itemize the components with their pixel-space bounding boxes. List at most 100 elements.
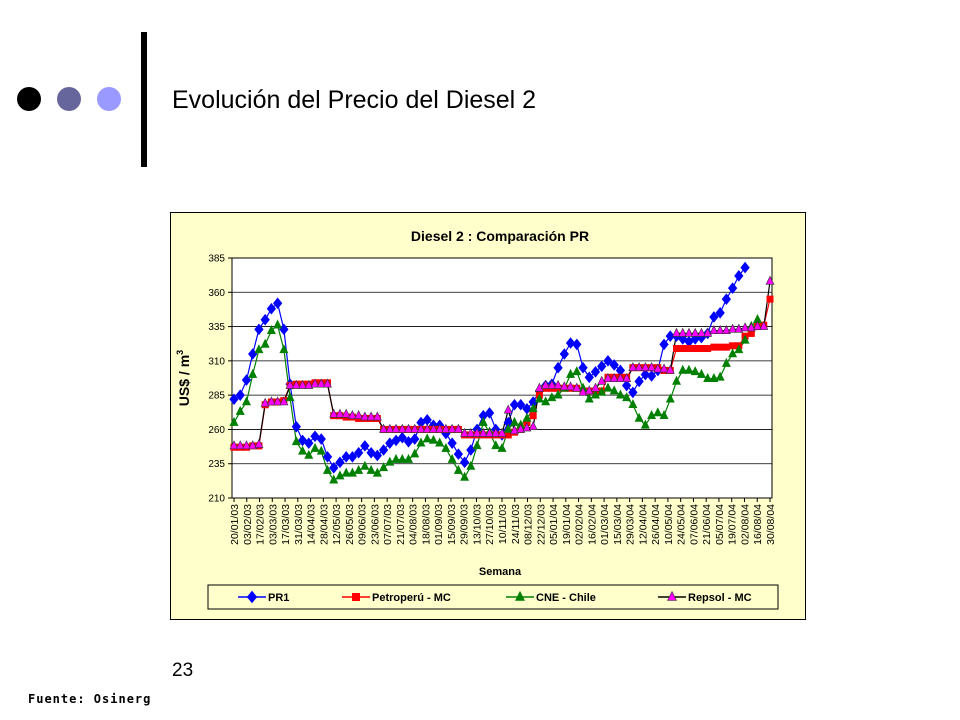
data-point-pr1 [410,433,420,445]
data-point-repsol-mc [591,382,600,392]
data-point-pr1 [603,355,613,367]
data-point-cne-chile [391,453,401,463]
data-point-repsol-mc [316,378,326,388]
data-point-cne-chile [703,373,713,382]
data-point-cne-chile [335,470,345,480]
y-tick-label: 335 [208,322,225,333]
data-point-repsol-mc [566,381,576,391]
data-point-cne-chile [379,462,389,472]
data-point-repsol-mc [678,327,688,337]
data-point-pr1 [578,361,588,374]
data-point-repsol-mc [273,396,283,406]
x-tick-label: 01/09/03 [433,504,445,545]
data-point-repsol-mc [372,411,382,421]
title-divider-bar [141,32,147,167]
x-tick-label: 24/05/04 [676,504,688,545]
data-point-repsol-mc [559,381,569,391]
x-tick-label: 04/08/03 [408,504,420,545]
decor-dot-black [17,87,41,111]
data-point-cne-chile [696,368,706,378]
x-tick-label: 10/05/04 [663,504,675,545]
data-point-cne-chile [366,464,376,474]
data-point-pr1 [553,361,563,374]
data-point-cne-chile [690,366,700,376]
data-point-cne-chile [235,405,245,415]
x-tick-label: 08/12/03 [523,504,535,545]
data-point-cne-chile [721,357,731,367]
data-point-cne-chile [566,368,576,378]
data-point-cne-chile [522,412,532,422]
data-point-repsol-mc [472,427,482,437]
data-point-repsol-mc [672,327,681,337]
data-point-pr1 [329,462,339,474]
x-tick-label: 17/02/03 [255,504,267,545]
data-point-repsol-mc [578,386,588,396]
data-point-repsol-mc [516,423,526,433]
data-point-cne-chile [341,467,351,477]
data-point-cne-chile [534,393,544,403]
data-point-pr1 [584,371,594,384]
data-point-pr1 [709,311,719,323]
data-point-cne-chile [615,389,625,399]
data-point-repsol-mc [291,379,301,389]
x-tick-label: 21/07/03 [395,504,407,545]
data-point-cne-chile [634,412,644,422]
source-note: Fuente: Osinerg [28,692,152,706]
data-point-repsol-mc [497,427,507,437]
data-point-repsol-mc [634,362,644,372]
data-point-cne-chile [553,389,563,399]
legend-label-cne-chile: CNE - Chile [536,592,596,604]
x-tick-label: 21/06/04 [701,504,713,545]
data-point-cne-chile [491,440,501,450]
data-point-pr1 [347,451,358,463]
data-point-repsol-mc [721,325,731,334]
data-point-pr1 [341,451,351,463]
data-point-cne-chile [273,319,283,329]
data-point-cne-chile [385,456,395,466]
data-point-pr1 [378,444,389,456]
data-point-petroper-mc [529,412,537,420]
data-point-repsol-mc [304,379,314,389]
x-tick-label: 09/06/03 [357,504,369,545]
x-tick-label: 28/04/03 [318,504,330,545]
data-point-pr1 [354,446,364,459]
data-point-cne-chile [503,423,513,433]
data-point-repsol-mc [347,410,357,420]
data-point-petroper-mc [673,345,681,353]
y-axis-label: US$ / m3 [175,350,192,406]
x-tick-label: 29/03/04 [625,504,637,545]
plot-area [231,257,773,499]
data-point-repsol-mc [640,362,650,372]
data-point-repsol-mc [435,423,445,433]
data-point-pr1 [235,389,245,401]
data-point-cne-chile [254,344,264,354]
data-point-repsol-mc [765,275,775,285]
data-point-repsol-mc [235,440,245,450]
data-point-pr1 [304,437,314,449]
data-point-petroper-mc [504,431,512,439]
data-point-pr1 [640,368,650,381]
data-point-cne-chile [709,373,719,382]
data-point-pr1 [484,407,495,419]
legend-label-pr1: PR1 [268,592,289,604]
data-point-pr1 [740,261,750,274]
data-point-repsol-mc [572,382,582,392]
data-point-cne-chile [622,392,632,402]
data-point-repsol-mc [447,423,457,433]
x-tick-label: 07/06/04 [688,504,700,545]
data-point-cne-chile [279,344,289,354]
data-point-pr1 [453,448,464,460]
y-tick-label: 260 [208,425,225,436]
x-tick-label: 12/05/03 [331,504,343,545]
y-axis-label-text: US$ / m [176,355,192,406]
data-point-repsol-mc [522,422,532,432]
data-point-pr1 [734,270,744,282]
data-point-repsol-mc [728,323,738,333]
data-point-cne-chile [260,338,270,348]
data-point-pr1 [659,338,669,351]
data-point-repsol-mc [528,421,538,430]
data-point-repsol-mc [466,427,476,437]
x-tick-label: 19/07/04 [727,504,739,545]
data-point-repsol-mc [753,320,763,330]
data-point-repsol-mc [703,327,713,337]
